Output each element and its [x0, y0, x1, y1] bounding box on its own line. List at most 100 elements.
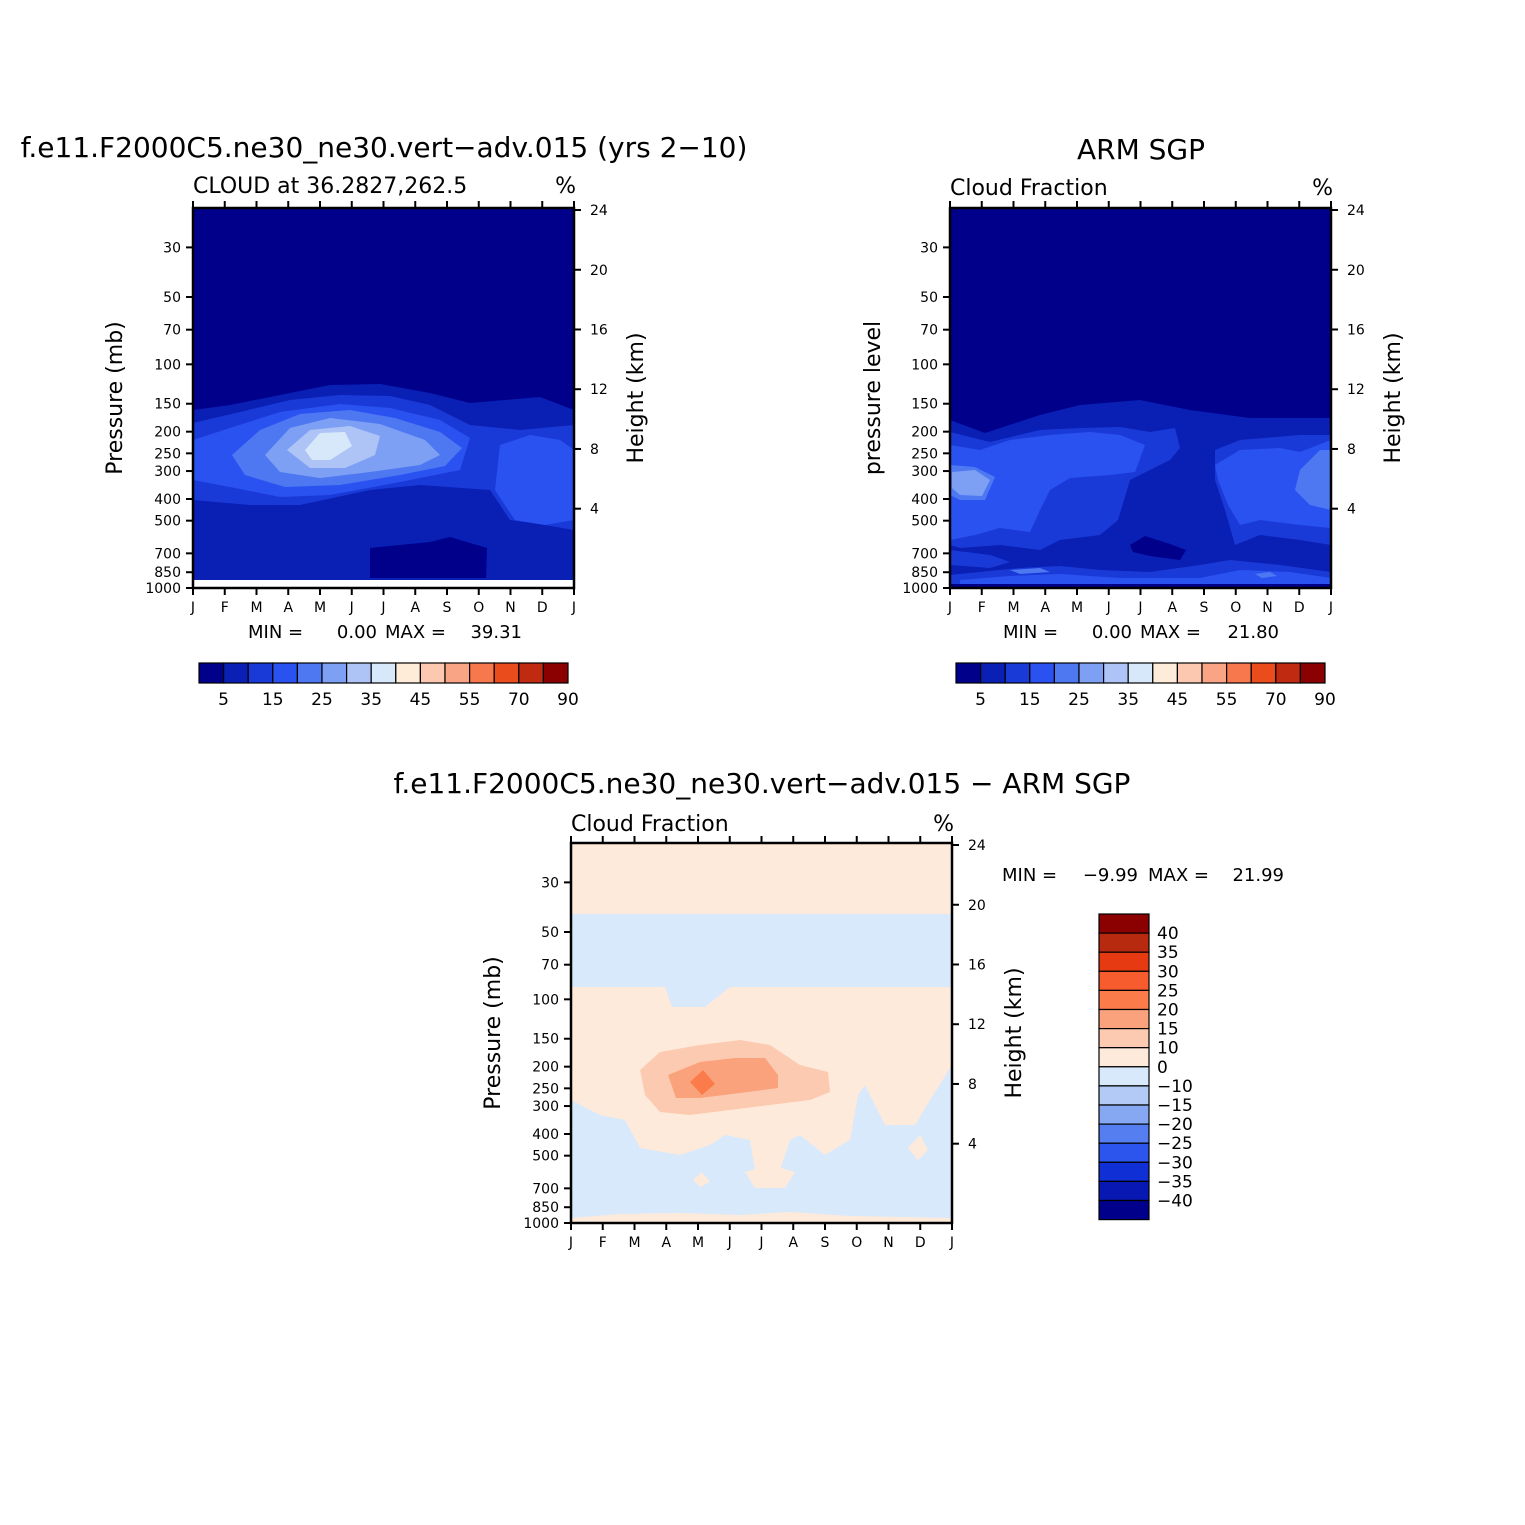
p1-surface-strip — [193, 580, 574, 588]
colorbar-swatch — [296, 662, 323, 684]
x-tick-label: A — [410, 600, 420, 616]
x-tick-label: N — [505, 600, 515, 616]
p3-contour-l15 — [668, 1058, 778, 1098]
colorbar-swatch — [1299, 662, 1326, 684]
colorbar-label: 0 — [1157, 1058, 1168, 1078]
panel3-subtitle: Cloud Fraction — [571, 812, 729, 837]
panel1-contours — [193, 208, 574, 588]
p1-contour-l7 — [305, 432, 352, 460]
panel1-ylabel2: Height (km) — [624, 332, 649, 463]
p2-contour-low3 — [1010, 568, 1277, 578]
colorbar-label: 45 — [410, 690, 432, 710]
panel2-max-value: 21.80 — [1227, 622, 1279, 643]
colorbar-label: 5 — [975, 690, 986, 710]
colorbar-swatch — [1098, 951, 1150, 972]
y-tick-label: 700 — [532, 1181, 559, 1197]
y-tick-label: 1000 — [523, 1216, 559, 1232]
panel-obs: ARM SGP Cloud Fraction % J F M A M J J A S O N D J 30… — [861, 133, 1406, 710]
colorbar-swatch — [1098, 1180, 1150, 1202]
panel-difference: f.e11.F2000C5.ne30_ne30.vert−adv.015 − A… — [394, 767, 1284, 1251]
y-tick-label: 150 — [911, 397, 938, 413]
colorbar-label: −20 — [1157, 1115, 1193, 1135]
colorbar-swatch — [1053, 662, 1080, 684]
panel2-min-value: 0.00 — [1092, 622, 1132, 643]
p2-contour-l3 — [950, 432, 1331, 540]
colorbar-label: −30 — [1157, 1153, 1193, 1173]
panel2-min-label: MIN = — [1003, 622, 1058, 643]
colorbar-label: 55 — [459, 690, 481, 710]
y-tick-label: 400 — [154, 492, 181, 508]
y2-tick-label: 24 — [968, 838, 986, 854]
x-tick-label: O — [851, 1235, 862, 1251]
panel3-max-value: 21.99 — [1232, 865, 1284, 886]
y2-tick-label: 4 — [968, 1137, 977, 1153]
p3-contour-top — [571, 843, 952, 914]
colorbar-label: −10 — [1157, 1077, 1193, 1097]
y2-tick-label: 16 — [968, 957, 986, 973]
y2-tick-label: 16 — [1347, 322, 1365, 338]
y-tick-label: 50 — [541, 925, 559, 941]
colorbar-label: −25 — [1157, 1134, 1193, 1154]
colorbar-label: 55 — [1216, 690, 1238, 710]
colorbar-label: 25 — [1157, 981, 1179, 1001]
p3-contour-l20 — [690, 1070, 715, 1095]
y2-tick-label: 24 — [590, 203, 608, 219]
panel3-min-label: MIN = — [1002, 865, 1057, 886]
y2-tick-label: 12 — [590, 382, 608, 398]
y-tick-label: 400 — [911, 492, 938, 508]
y-tick-label: 70 — [163, 323, 181, 339]
panel3-ylabel2: Height (km) — [1002, 967, 1027, 1098]
panel3-units: % — [933, 812, 954, 837]
colorbar-swatch — [1098, 1085, 1150, 1106]
y-tick-label: 250 — [911, 446, 938, 462]
colorbar-label: 90 — [1314, 690, 1336, 710]
panel2-contours — [950, 208, 1331, 588]
y-tick-label: 300 — [154, 464, 181, 480]
panel3-title: f.e11.F2000C5.ne30_ne30.vert−adv.015 − A… — [394, 767, 1131, 800]
colorbar-swatch — [1127, 662, 1154, 684]
y-tick-label: 850 — [911, 565, 938, 581]
colorbar-label: 10 — [1157, 1039, 1179, 1059]
y2-tick-label: 8 — [590, 442, 599, 458]
colorbar-swatch — [955, 662, 982, 684]
x-tick-label: A — [1167, 600, 1177, 616]
colorbar-swatch — [1102, 662, 1129, 684]
colorbar-swatch — [272, 662, 298, 684]
p2-contour-l5 — [952, 470, 990, 496]
colorbar-swatch — [198, 662, 225, 684]
colorbar-swatch — [1098, 1123, 1150, 1144]
panel1-axes: J F M A M J J A S O N D J 30 50 70 100 150 200 250 300 400 500… — [145, 201, 608, 616]
colorbar-swatch — [1098, 970, 1150, 991]
colorbar-swatch — [370, 662, 397, 684]
y2-tick-label: 16 — [590, 322, 608, 338]
p3-contour-blob3 — [908, 1135, 928, 1160]
p3-contour-blob2 — [693, 1172, 710, 1187]
y-tick-label: 70 — [920, 323, 938, 339]
colorbar-label: 15 — [262, 690, 284, 710]
p3-contour-bottom — [571, 1212, 952, 1223]
y2-tick-label: 20 — [968, 898, 986, 914]
y-tick-label: 1000 — [902, 581, 938, 597]
panel2-ylabel2: Height (km) — [1381, 332, 1406, 463]
colorbar-label: 5 — [218, 690, 229, 710]
colorbar-swatch — [1152, 662, 1179, 684]
y-tick-label: 250 — [154, 446, 181, 462]
colorbar-label: 15 — [1019, 690, 1041, 710]
panel-model: f.e11.F2000C5.ne30_ne30.vert−adv.015 (yr… — [21, 131, 748, 710]
y-tick-label: 50 — [920, 290, 938, 306]
panel2-title: ARM SGP — [1077, 133, 1205, 166]
x-tick-label: F — [978, 600, 986, 616]
colorbar-swatch — [1275, 662, 1302, 684]
colorbar-swatch — [1078, 662, 1105, 684]
panel1-max-label: MAX = — [385, 622, 446, 643]
y2-tick-label: 8 — [1347, 442, 1356, 458]
p2-contour-low2 — [960, 570, 1331, 584]
panel1-title: f.e11.F2000C5.ne30_ne30.vert−adv.015 (yr… — [21, 131, 748, 164]
colorbar-swatch — [493, 662, 520, 684]
panel3-max-label: MAX = — [1148, 865, 1209, 886]
y-tick-label: 50 — [163, 290, 181, 306]
colorbar-swatch — [1225, 662, 1252, 684]
colorbar-swatch — [518, 662, 544, 684]
panel1-min-value: 0.00 — [337, 622, 377, 643]
x-tick-label: J — [380, 600, 385, 616]
